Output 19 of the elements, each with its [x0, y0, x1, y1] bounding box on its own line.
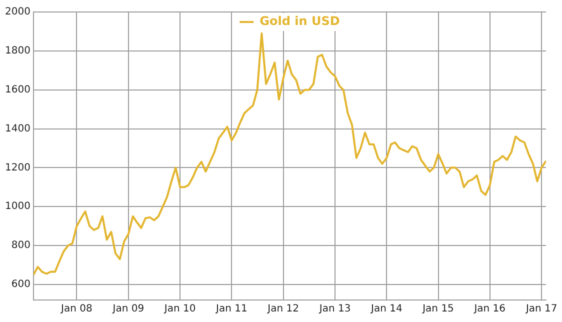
x-tick-label: Jan 11: [215, 304, 248, 315]
x-tick-label: Jan 08: [60, 304, 92, 315]
x-tick-label: Jan 13: [318, 304, 351, 315]
y-tick-label: 600: [11, 279, 30, 290]
x-tick-label: Jan 16: [473, 304, 506, 315]
x-tick-label: Jan 10: [163, 304, 196, 315]
y-tick-label: 1800: [4, 46, 30, 57]
x-tick-label: Jan 14: [370, 304, 402, 315]
x-tick-label: Jan 17: [524, 304, 558, 315]
y-tick-label: 1200: [4, 162, 30, 174]
y-tick-label: 1000: [4, 201, 30, 212]
y-tick-label: 1600: [4, 84, 30, 96]
x-tick-label: Jan 15: [422, 304, 454, 315]
x-tick-label: Jan 12: [266, 304, 299, 315]
y-tick-label: 800: [11, 240, 30, 252]
legend-label: Gold in USD: [260, 14, 340, 28]
y-tick-label: 2000: [4, 6, 30, 18]
y-tick-label: 1400: [4, 123, 30, 134]
x-tick-label: Jan 09: [112, 304, 144, 315]
